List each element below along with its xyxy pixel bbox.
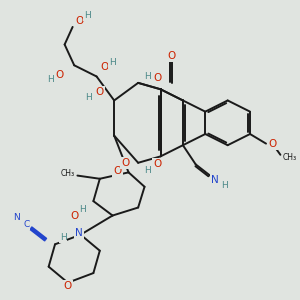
Text: O: O bbox=[153, 73, 161, 83]
Text: CH₃: CH₃ bbox=[283, 154, 297, 163]
Text: H: H bbox=[60, 233, 66, 242]
Text: N: N bbox=[211, 176, 219, 185]
Text: O: O bbox=[70, 211, 78, 220]
Text: O: O bbox=[153, 159, 161, 170]
Text: H: H bbox=[85, 93, 92, 102]
Text: H: H bbox=[221, 181, 228, 190]
Text: H: H bbox=[144, 166, 151, 175]
Text: O: O bbox=[121, 158, 130, 168]
Text: O: O bbox=[56, 70, 64, 80]
Text: O: O bbox=[96, 88, 104, 98]
Text: O: O bbox=[113, 166, 122, 176]
Text: N: N bbox=[75, 228, 83, 238]
Text: H: H bbox=[47, 75, 54, 84]
Text: O: O bbox=[168, 51, 176, 61]
Text: C: C bbox=[23, 220, 29, 229]
Text: N: N bbox=[13, 213, 20, 222]
Text: H: H bbox=[144, 72, 151, 81]
Text: O: O bbox=[64, 281, 72, 291]
Text: H: H bbox=[84, 11, 90, 20]
Text: O: O bbox=[100, 62, 109, 72]
Text: H: H bbox=[109, 58, 116, 67]
Text: O: O bbox=[268, 139, 277, 148]
Text: O: O bbox=[75, 16, 83, 26]
Text: CH₃: CH₃ bbox=[61, 169, 75, 178]
Text: H: H bbox=[79, 205, 86, 214]
